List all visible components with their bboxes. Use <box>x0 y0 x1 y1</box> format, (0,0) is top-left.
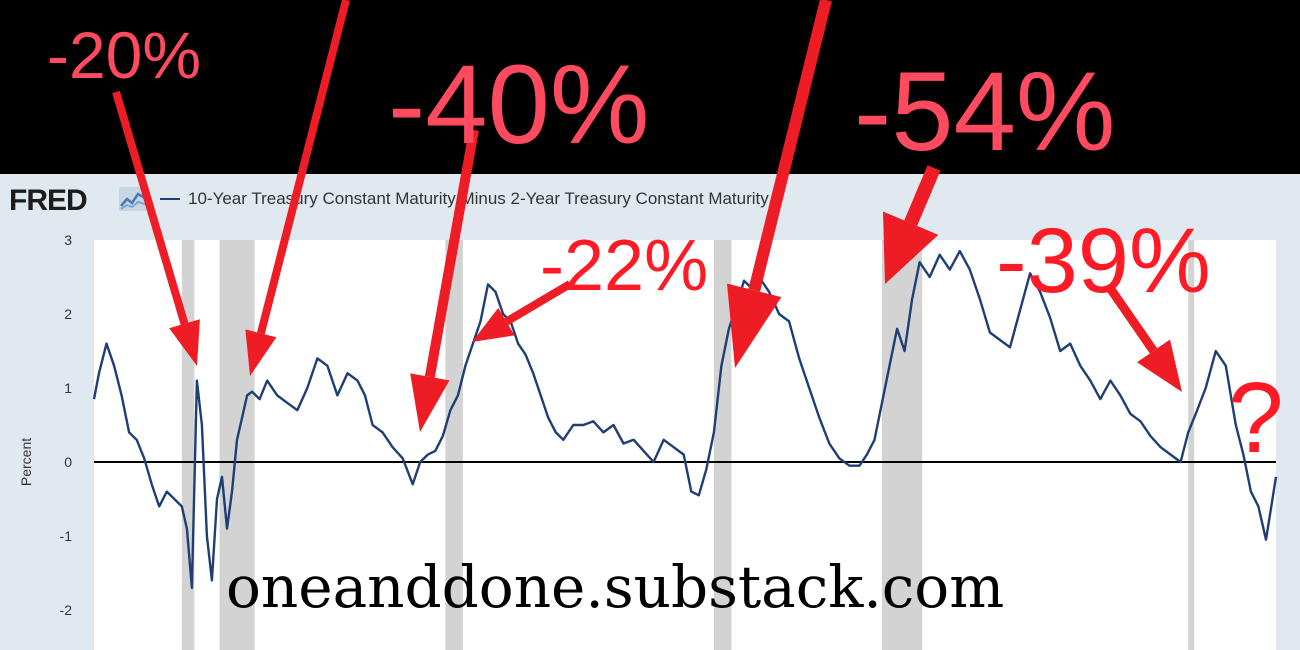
line-chart-icon <box>119 187 147 211</box>
annotation-20: -20% <box>47 18 201 92</box>
arrow-22-shaft <box>504 280 573 326</box>
watermark: oneanddone.substack.com <box>226 553 1005 621</box>
y-tick-label: -2 <box>60 602 73 618</box>
y-axis-title: Percent <box>18 438 34 486</box>
annotation-54: -54% <box>854 49 1115 174</box>
recession-band <box>1188 240 1195 650</box>
arrow-39-shaft <box>1106 285 1158 354</box>
annotation-question: ? <box>1228 362 1284 474</box>
annotation-39: -39% <box>996 210 1211 312</box>
arrow-20-shaft <box>112 90 189 325</box>
arrow-54-head <box>883 211 939 284</box>
arrow-20b-shaft <box>257 0 350 335</box>
y-tick-label: 1 <box>64 380 72 396</box>
y-tick-label: 2 <box>64 306 72 322</box>
y-tick-label: 3 <box>64 232 72 248</box>
arrow-54-shaft <box>904 165 941 226</box>
black-header <box>0 0 1300 174</box>
arrow-22-head <box>472 307 515 342</box>
arrow-22b-head <box>727 283 782 368</box>
chart-legend: 10-Year Treasury Constant Maturity Minus… <box>160 189 769 209</box>
y-tick-label: -1 <box>60 528 73 544</box>
legend-label: 10-Year Treasury Constant Maturity Minus… <box>188 189 769 208</box>
y-tick-label: 0 <box>64 454 72 470</box>
series-line <box>92 249 1278 589</box>
arrow-20-head <box>169 319 200 366</box>
arrow-22b-shaft <box>748 0 832 292</box>
arrow-39-head <box>1137 339 1182 392</box>
plot-area <box>94 240 1276 650</box>
annotation-40: -40% <box>388 42 649 167</box>
fred-logo: FRED <box>9 184 88 217</box>
arrow-40-head <box>410 373 450 432</box>
annotation-22: -22% <box>540 226 708 306</box>
recession-band <box>882 240 923 650</box>
arrow-20b-head <box>245 329 277 376</box>
recession-band <box>445 240 463 650</box>
arrow-40-shaft <box>424 129 479 378</box>
legend-swatch <box>160 197 180 200</box>
